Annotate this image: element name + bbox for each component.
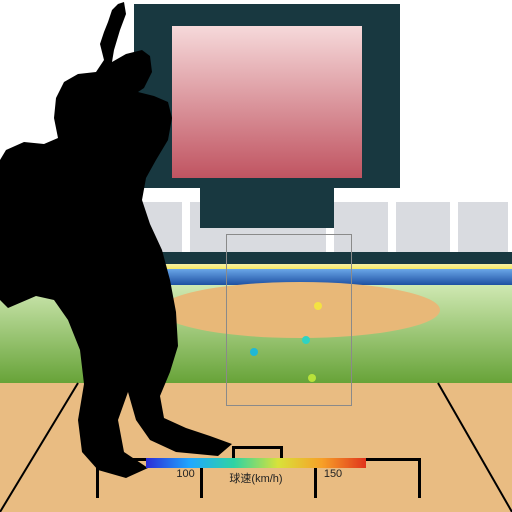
pitch-location-chart: 100150 球速(km/h) bbox=[0, 0, 512, 512]
colorbar: 100150 球速(km/h) bbox=[146, 458, 366, 486]
colorbar-tick: 100 bbox=[176, 468, 194, 480]
batter-silhouette bbox=[0, 0, 512, 512]
colorbar-gradient bbox=[146, 458, 366, 468]
colorbar-tick: 150 bbox=[324, 468, 342, 480]
